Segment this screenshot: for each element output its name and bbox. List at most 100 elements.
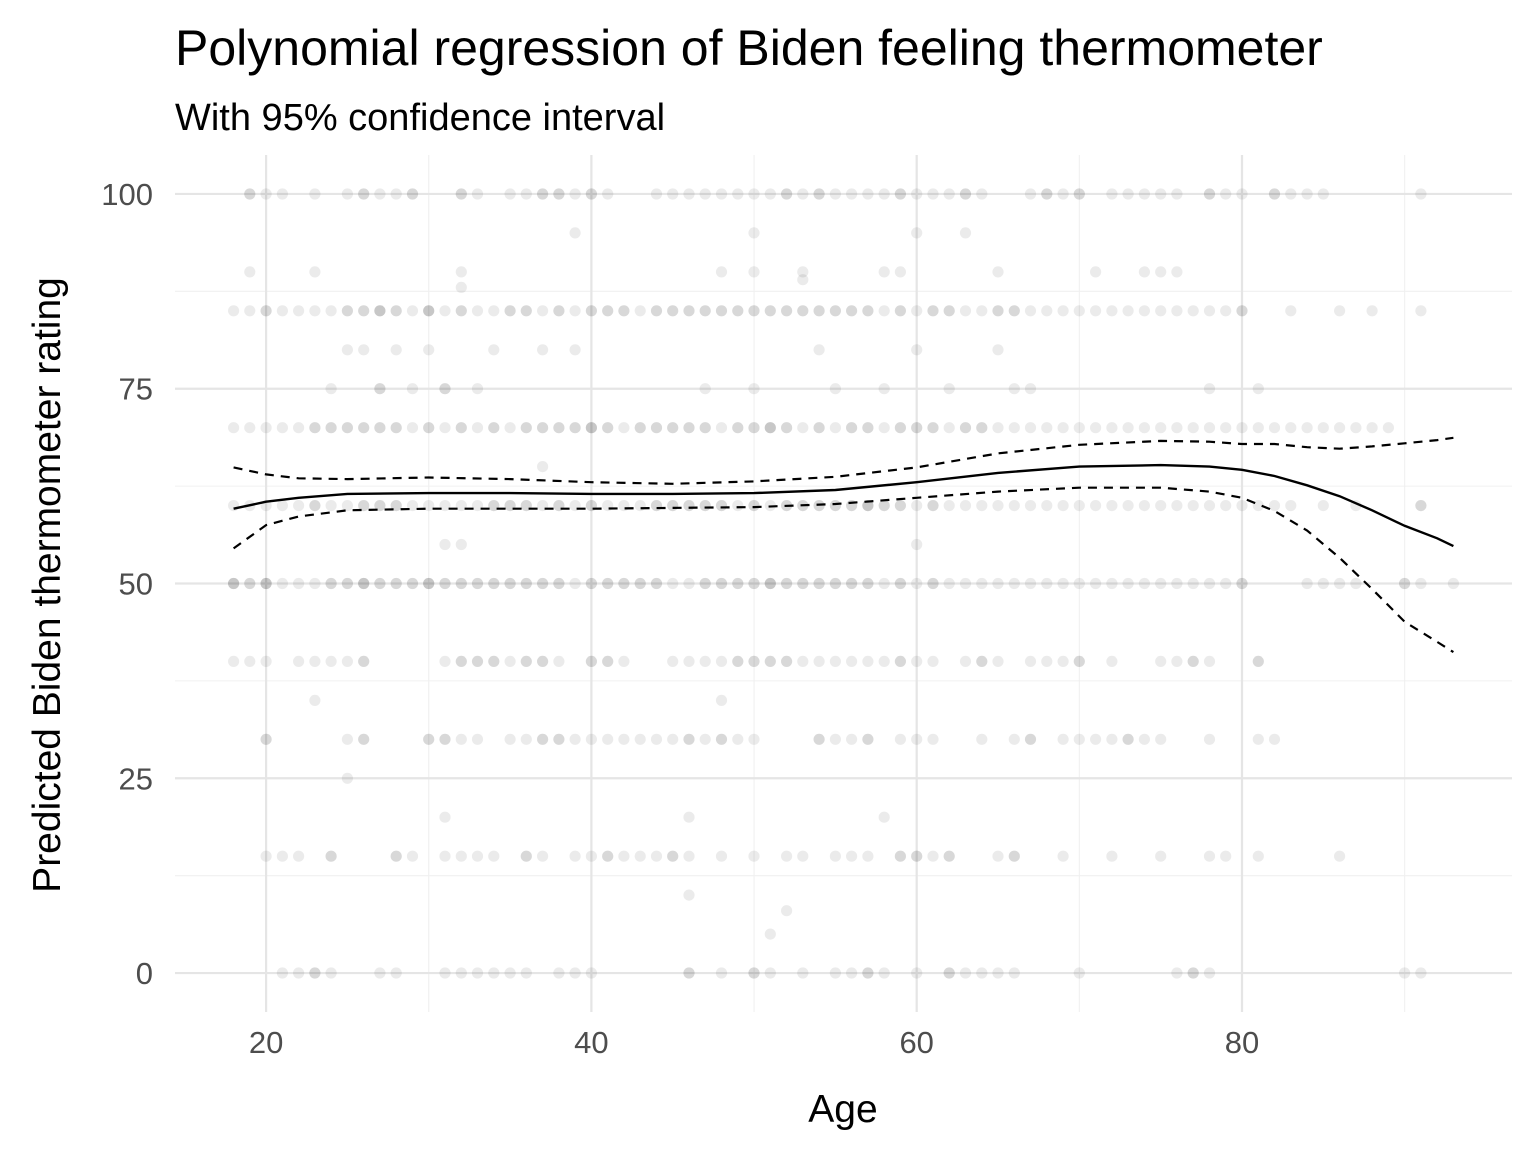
fit-lines bbox=[232, 436, 1454, 654]
data-point bbox=[992, 344, 1004, 356]
data-point bbox=[683, 889, 695, 901]
data-point bbox=[683, 811, 695, 823]
data-point bbox=[618, 500, 630, 512]
data-point bbox=[829, 305, 842, 317]
data-point bbox=[471, 305, 484, 317]
data-point bbox=[927, 577, 939, 590]
data-point bbox=[1236, 305, 1248, 317]
data-point bbox=[992, 305, 1004, 317]
data-point bbox=[504, 188, 516, 200]
data-point bbox=[537, 422, 549, 434]
data-point bbox=[455, 188, 467, 200]
data-point bbox=[927, 655, 939, 668]
data-point bbox=[1073, 500, 1085, 512]
y-tick-label: 100 bbox=[101, 177, 153, 212]
data-point bbox=[634, 577, 646, 590]
data-point bbox=[455, 850, 467, 862]
data-point bbox=[878, 266, 890, 278]
data-point bbox=[781, 305, 793, 317]
data-point bbox=[911, 422, 923, 434]
data-point bbox=[748, 967, 760, 979]
data-point bbox=[1236, 500, 1248, 512]
data-point bbox=[748, 500, 760, 512]
data-point bbox=[1008, 422, 1020, 434]
data-point bbox=[894, 188, 907, 200]
data-point bbox=[650, 188, 663, 200]
data-point bbox=[553, 188, 565, 200]
data-point bbox=[276, 422, 288, 434]
data-point bbox=[341, 772, 353, 784]
data-point bbox=[244, 577, 256, 590]
data-point bbox=[1106, 305, 1118, 317]
data-point bbox=[537, 850, 549, 862]
data-point bbox=[862, 188, 874, 200]
data-point bbox=[1220, 850, 1232, 862]
data-point bbox=[471, 383, 484, 395]
data-point bbox=[520, 967, 532, 979]
data-point bbox=[553, 305, 565, 317]
data-point bbox=[423, 500, 435, 512]
data-point bbox=[585, 188, 598, 200]
data-point bbox=[569, 577, 581, 590]
data-point bbox=[667, 500, 679, 512]
data-point bbox=[374, 577, 386, 590]
data-point bbox=[1057, 500, 1069, 512]
data-point bbox=[959, 305, 972, 317]
data-point bbox=[1252, 422, 1264, 434]
data-point bbox=[1350, 422, 1362, 434]
data-point bbox=[943, 967, 955, 979]
data-point bbox=[878, 422, 890, 434]
data-point bbox=[699, 577, 711, 590]
data-point bbox=[992, 305, 1004, 317]
data-point bbox=[1220, 500, 1232, 512]
data-point bbox=[862, 655, 874, 668]
data-point bbox=[764, 305, 776, 317]
data-point bbox=[569, 344, 581, 356]
data-point bbox=[488, 850, 500, 862]
data-point bbox=[829, 383, 842, 395]
x-axis-ticks: 20 40 60 80 bbox=[249, 1025, 1259, 1060]
data-point bbox=[1285, 422, 1297, 434]
data-point bbox=[439, 500, 451, 512]
data-point bbox=[1106, 655, 1118, 668]
data-point bbox=[585, 422, 598, 434]
data-point bbox=[406, 500, 419, 512]
data-point bbox=[878, 811, 890, 823]
data-point bbox=[943, 577, 955, 590]
data-point bbox=[569, 967, 581, 979]
data-point bbox=[455, 500, 467, 512]
data-point bbox=[748, 577, 760, 590]
data-point bbox=[309, 422, 321, 434]
data-point bbox=[829, 967, 842, 979]
data-point bbox=[829, 422, 842, 434]
data-point bbox=[813, 188, 825, 200]
data-point bbox=[1236, 577, 1248, 590]
data-point bbox=[406, 188, 419, 200]
data-point bbox=[341, 188, 353, 200]
data-point bbox=[553, 422, 565, 434]
data-point bbox=[293, 655, 305, 668]
data-point bbox=[618, 422, 630, 434]
data-point bbox=[1155, 266, 1167, 278]
data-point bbox=[276, 850, 288, 862]
data-point bbox=[1073, 655, 1085, 668]
data-point bbox=[1171, 577, 1183, 590]
data-point bbox=[439, 733, 451, 745]
data-point bbox=[1057, 850, 1069, 862]
data-point bbox=[894, 422, 907, 434]
data-point bbox=[797, 422, 809, 434]
data-point bbox=[1187, 422, 1199, 434]
data-point bbox=[309, 655, 321, 668]
data-point bbox=[943, 383, 955, 395]
data-point bbox=[894, 733, 907, 745]
data-point bbox=[585, 850, 598, 862]
data-point bbox=[390, 967, 402, 979]
y-tick-label: 25 bbox=[119, 761, 153, 796]
data-point bbox=[1415, 500, 1427, 512]
data-point bbox=[829, 850, 842, 862]
data-point bbox=[732, 422, 744, 434]
data-point bbox=[423, 344, 435, 356]
data-point bbox=[1073, 577, 1085, 590]
data-point bbox=[439, 850, 451, 862]
data-point bbox=[650, 422, 663, 434]
